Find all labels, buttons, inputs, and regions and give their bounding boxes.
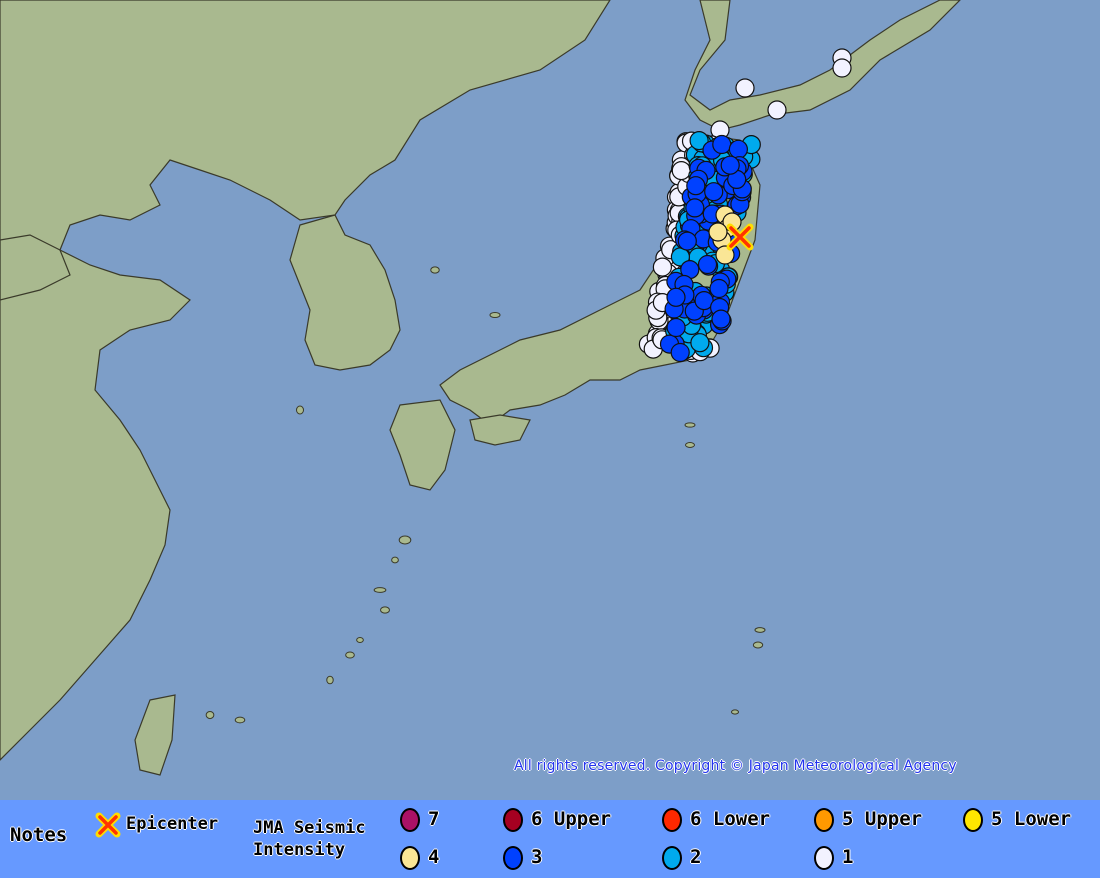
legend-notes-label: Notes	[10, 824, 68, 846]
intensity-5-swatch-icon	[400, 846, 420, 870]
intensity-2-swatch-icon	[662, 808, 682, 832]
legend-intensity-title-2: Intensity	[253, 840, 346, 860]
station-marker	[715, 245, 735, 265]
island	[234, 716, 246, 724]
station-marker	[671, 161, 691, 181]
shandong	[0, 234, 71, 301]
station-marker	[685, 198, 705, 218]
shikoku	[469, 414, 531, 446]
station-marker	[704, 182, 724, 202]
island	[398, 535, 412, 545]
intensity-level-label: 4	[428, 846, 440, 868]
intensity-0-swatch-icon	[400, 808, 420, 832]
island	[684, 422, 696, 428]
intensity-level-label: 7	[428, 808, 440, 830]
station-marker	[686, 176, 706, 196]
intensity-level-label: 1	[842, 846, 854, 868]
island	[730, 709, 740, 715]
station-marker	[652, 257, 673, 277]
intensity-level-label: 2	[690, 846, 702, 868]
station-marker	[666, 317, 686, 338]
island	[380, 606, 390, 614]
station-marker	[677, 231, 697, 251]
island	[373, 587, 387, 593]
intensity-3-swatch-icon	[814, 808, 834, 832]
intensity-1-swatch-icon	[503, 808, 523, 832]
island	[356, 637, 364, 643]
island	[685, 442, 695, 448]
island	[391, 556, 399, 564]
intensity-7-swatch-icon	[662, 846, 682, 870]
legend-bar: Notes Epicenter JMA Seismic Intensity 7 6…	[0, 800, 1100, 878]
intensity-4-swatch-icon	[963, 808, 983, 832]
station-marker	[711, 309, 731, 329]
station-marker	[712, 134, 732, 155]
island	[326, 675, 334, 685]
intensity-level-label: 5 Upper	[842, 808, 923, 830]
map-canvas	[0, 0, 961, 776]
station-marker	[720, 155, 740, 175]
station-marker	[670, 342, 690, 363]
kyushu	[389, 399, 456, 491]
korean-peninsula	[289, 214, 401, 371]
sakhalin-hokkaido	[684, 0, 961, 131]
intensity-6-swatch-icon	[503, 846, 523, 870]
station-marker	[832, 58, 852, 78]
station-marker	[689, 131, 709, 151]
island	[489, 311, 501, 319]
intensity-level-label: 6 Lower	[690, 808, 771, 830]
small-islands	[205, 266, 766, 724]
epicenter-marker	[726, 223, 754, 251]
island	[205, 710, 215, 720]
station-marker	[697, 254, 718, 275]
island	[752, 641, 764, 649]
station-marker	[735, 78, 755, 98]
taiwan	[134, 694, 176, 776]
station-marker	[690, 333, 710, 353]
island	[754, 627, 766, 633]
station-marker	[709, 278, 729, 299]
copyright-notice: All rights reserved. Copyright © Japan M…	[514, 758, 957, 774]
intensity-level-label: 3	[531, 846, 543, 868]
island	[295, 405, 305, 415]
legend-epicenter-label: Epicenter	[126, 814, 219, 834]
legend-intensity-title: JMA Seismic	[253, 818, 366, 838]
epicenter-icon	[95, 812, 121, 838]
intensity-8-swatch-icon	[814, 846, 834, 870]
intensity-level-label: 5 Lower	[991, 808, 1072, 830]
island	[345, 651, 355, 659]
station-markers	[638, 48, 852, 363]
station-marker	[666, 287, 686, 307]
intensity-level-label: 6 Upper	[531, 808, 612, 830]
station-marker	[767, 100, 787, 120]
station-marker	[708, 222, 728, 242]
island	[430, 266, 440, 274]
station-marker	[728, 139, 749, 159]
